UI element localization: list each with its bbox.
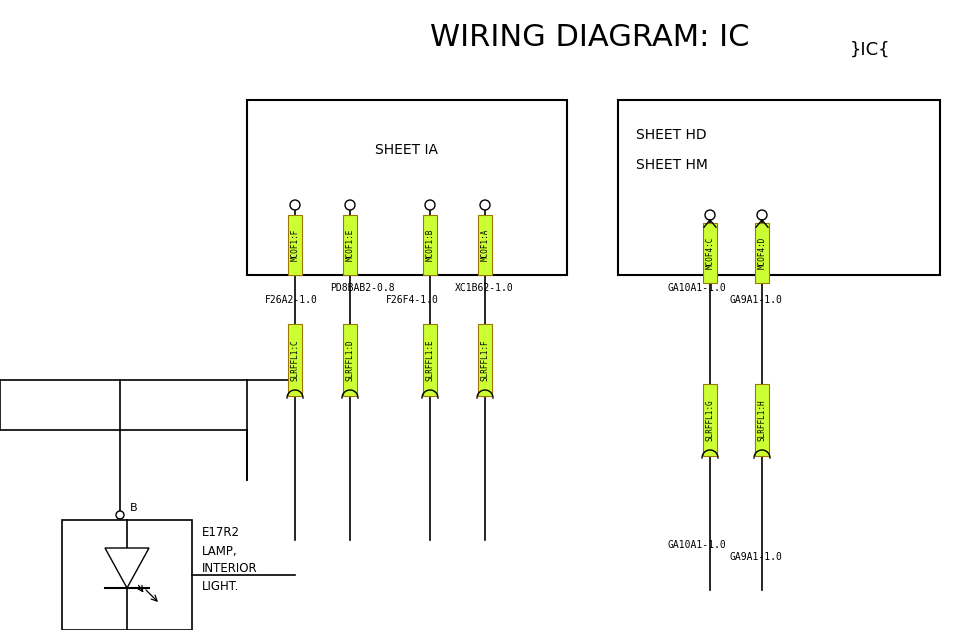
Bar	[62, 520, 192, 630]
Text: SLRFFL1:G: SLRFFL1:G	[704, 399, 714, 441]
Bar	[617, 100, 939, 275]
Text: SLRFFL1:D: SLRFFL1:D	[345, 339, 354, 381]
Text: F26F4-1.0: F26F4-1.0	[386, 295, 438, 305]
Text: E17R2
LAMP,
INTERIOR
LIGHT.: E17R2 LAMP, INTERIOR LIGHT.	[202, 527, 258, 593]
Bar	[478, 324, 491, 396]
Text: MCOF4:C: MCOF4:C	[704, 237, 714, 269]
Text: PD8BAB2-0.8: PD8BAB2-0.8	[329, 283, 394, 293]
Text: F26A2-1.0: F26A2-1.0	[265, 295, 318, 305]
Bar	[754, 384, 768, 456]
Text: MCOF1:B: MCOF1:B	[425, 229, 434, 261]
Circle shape	[704, 210, 714, 220]
Circle shape	[345, 200, 355, 210]
Text: SLRFFL1:E: SLRFFL1:E	[425, 339, 434, 381]
Text: SHEET HM: SHEET HM	[636, 158, 707, 172]
Text: SLRFFL1:H: SLRFFL1:H	[757, 399, 766, 441]
Text: B: B	[130, 503, 138, 513]
Circle shape	[756, 210, 766, 220]
Polygon shape	[105, 548, 149, 588]
Text: MCOF1:F: MCOF1:F	[290, 229, 299, 261]
Text: GA9A1-1.0: GA9A1-1.0	[730, 552, 782, 562]
Text: MCOF1:A: MCOF1:A	[480, 229, 489, 261]
Circle shape	[424, 200, 434, 210]
Text: GA10A1-1.0: GA10A1-1.0	[668, 540, 726, 550]
Bar	[247, 100, 567, 275]
Circle shape	[290, 200, 299, 210]
Text: SLRFFL1:C: SLRFFL1:C	[290, 339, 299, 381]
Text: GA9A1-1.0: GA9A1-1.0	[730, 295, 782, 305]
Bar	[288, 215, 301, 275]
Text: MCOF4:D: MCOF4:D	[757, 237, 766, 269]
Text: MCOF1:E: MCOF1:E	[345, 229, 354, 261]
Text: SHEET IA: SHEET IA	[375, 143, 438, 157]
Bar	[343, 215, 357, 275]
Text: SLRFFL1:F: SLRFFL1:F	[480, 339, 489, 381]
Bar	[703, 223, 716, 283]
Bar	[754, 223, 768, 283]
Text: WIRING DIAGRAM: IC: WIRING DIAGRAM: IC	[430, 23, 749, 52]
Text: SHEET HD: SHEET HD	[636, 128, 705, 142]
Bar	[288, 324, 301, 396]
Bar	[343, 324, 357, 396]
Text: GA10A1-1.0: GA10A1-1.0	[668, 283, 726, 293]
Text: XC1B62-1.0: XC1B62-1.0	[454, 283, 514, 293]
Bar	[422, 215, 437, 275]
Circle shape	[480, 200, 489, 210]
Bar	[422, 324, 437, 396]
Bar	[478, 215, 491, 275]
Circle shape	[116, 511, 124, 519]
Text: }IC{: }IC{	[849, 41, 890, 59]
Bar	[703, 384, 716, 456]
